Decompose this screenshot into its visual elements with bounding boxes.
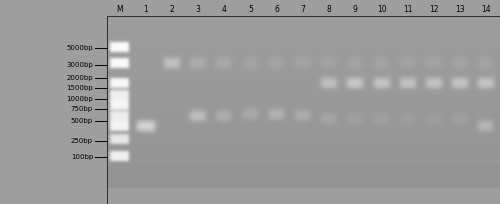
Text: 4: 4	[222, 5, 226, 14]
Text: 12: 12	[429, 5, 439, 14]
Bar	[107, 16, 500, 204]
Text: 13: 13	[455, 5, 465, 14]
Text: 5000bp: 5000bp	[66, 45, 93, 51]
Text: 11: 11	[403, 5, 413, 14]
Text: 3000bp: 3000bp	[66, 62, 93, 68]
Text: 7: 7	[300, 5, 306, 14]
Text: 2: 2	[170, 5, 174, 14]
Text: 14: 14	[481, 5, 491, 14]
Text: 750bp: 750bp	[71, 106, 93, 112]
Text: 100bp: 100bp	[71, 154, 93, 160]
Text: 1500bp: 1500bp	[66, 85, 93, 91]
Text: 5: 5	[248, 5, 254, 14]
Text: 6: 6	[274, 5, 280, 14]
Text: 8: 8	[326, 5, 332, 14]
Text: 3: 3	[196, 5, 200, 14]
Text: 250bp: 250bp	[71, 138, 93, 144]
Text: 2000bp: 2000bp	[66, 75, 93, 81]
Text: 1: 1	[144, 5, 148, 14]
Text: 9: 9	[352, 5, 358, 14]
Text: M: M	[116, 5, 123, 14]
Text: 10: 10	[377, 5, 387, 14]
Text: 500bp: 500bp	[71, 118, 93, 124]
Text: 1000bp: 1000bp	[66, 96, 93, 102]
